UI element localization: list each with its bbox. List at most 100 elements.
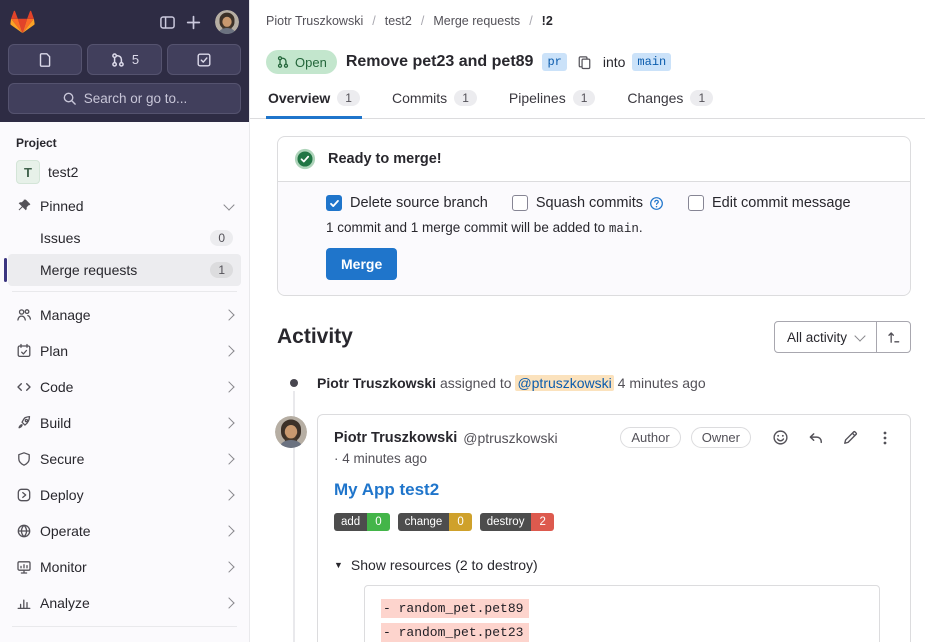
mr-tabs: Overview 1 Commits 1 Pipelines 1 Changes…	[250, 79, 925, 119]
gitlab-logo-icon[interactable]	[10, 10, 35, 34]
deleted-resource: - random_pet.pet23	[381, 623, 530, 642]
issues-count-badge: 0	[210, 230, 233, 246]
sidebar-item-project[interactable]: T test2	[8, 156, 241, 188]
show-resources-toggle[interactable]: ▼ Show resources (2 to destroy)	[334, 557, 538, 573]
code-icon	[16, 379, 32, 395]
sidebar: 5 Search or go to...	[0, 0, 250, 642]
sidebar-header: 5 Search or go to...	[0, 0, 249, 122]
sort-icon	[886, 330, 901, 345]
sidebar-item-code[interactable]: Code	[8, 369, 241, 405]
main-content: Piotr Truszkowski / test2 / Merge reques…	[250, 0, 925, 642]
merge-requests-count-badge: 1	[210, 262, 233, 278]
add-stat-badge: add 0	[334, 513, 390, 531]
note-timestamp[interactable]: 4 minutes ago	[617, 375, 706, 391]
analyze-chart-icon	[16, 595, 32, 611]
secure-shield-icon	[16, 451, 32, 467]
sidebar-toggle-icon[interactable]	[154, 9, 180, 35]
merge-status-title: Ready to merge!	[328, 151, 442, 167]
mr-status-badge: Open	[266, 50, 337, 74]
sidebar-item-secure[interactable]: Secure	[8, 441, 241, 477]
more-options-icon[interactable]	[876, 429, 894, 447]
sidebar-item-monitor[interactable]: Monitor	[8, 549, 241, 585]
search-input[interactable]: Search or go to...	[8, 83, 241, 114]
edit-commit-message-checkbox[interactable]: Edit commit message	[688, 195, 851, 211]
plan-icon	[16, 343, 32, 359]
create-new-icon[interactable]	[180, 9, 206, 35]
comment-author-name[interactable]: Piotr Truszkowski	[334, 429, 458, 446]
breadcrumb: Piotr Truszkowski / test2 / Merge reques…	[266, 13, 553, 28]
comment-title-link[interactable]: My App test2	[334, 480, 440, 499]
sidebar-section-label: Project	[16, 136, 57, 150]
chevron-right-icon	[223, 309, 235, 321]
todos-shortcut-button[interactable]	[166, 44, 241, 75]
copy-branch-icon[interactable]	[576, 53, 594, 71]
owner-badge: Owner	[690, 427, 751, 448]
emoji-reaction-icon[interactable]	[771, 429, 789, 447]
tab-changes[interactable]: Changes 1	[625, 79, 715, 119]
breadcrumb-project[interactable]: test2	[384, 13, 412, 28]
chevron-right-icon	[223, 345, 235, 357]
sidebar-divider	[12, 626, 237, 627]
sidebar-item-operate[interactable]: Operate	[8, 513, 241, 549]
tab-commits[interactable]: Commits 1	[390, 79, 479, 119]
checkbox-unchecked-icon	[511, 195, 528, 211]
tab-overview[interactable]: Overview 1	[266, 79, 362, 119]
user-mention[interactable]: @ptruszkowski	[515, 375, 614, 391]
activity-header: Activity All activity	[277, 321, 911, 353]
sidebar-item-issues[interactable]: Issues 0	[8, 222, 241, 254]
sort-direction-button[interactable]	[876, 322, 910, 352]
target-branch-badge[interactable]: main	[632, 53, 672, 71]
help-icon[interactable]	[649, 196, 664, 211]
system-note: Piotr Truszkowski assigned to @ptruszkow…	[277, 373, 911, 393]
sidebar-item-manage[interactable]: Manage	[8, 297, 241, 333]
squash-commits-checkbox[interactable]: Squash commits	[511, 195, 664, 211]
breadcrumb-user[interactable]: Piotr Truszkowski	[266, 13, 364, 28]
merge-request-icon	[276, 55, 290, 69]
resources-code-block: - random_pet.pet89 - random_pet.pet23	[364, 585, 880, 642]
breadcrumb-mr-number: !2	[541, 13, 553, 28]
deploy-icon	[16, 487, 32, 503]
user-avatar[interactable]	[215, 10, 239, 34]
todo-check-icon	[196, 52, 212, 68]
activity-title: Activity	[277, 325, 353, 348]
ready-check-icon	[294, 148, 316, 170]
merge-button[interactable]: Merge	[326, 248, 398, 280]
sidebar-item-merge-requests[interactable]: Merge requests 1	[4, 254, 241, 286]
issues-shortcut-button[interactable]	[8, 44, 83, 75]
sidebar-item-deploy[interactable]: Deploy	[8, 477, 241, 513]
chevron-right-icon	[223, 597, 235, 609]
source-branch-badge[interactable]: pr	[542, 53, 567, 71]
disclosure-triangle-icon: ▼	[334, 560, 343, 570]
comment-author-avatar[interactable]	[275, 416, 307, 448]
operate-globe-icon	[16, 523, 32, 539]
search-icon	[62, 91, 77, 106]
plan-stats: add 0 change 0 destroy 2	[334, 513, 894, 531]
destroy-stat-badge: destroy 2	[479, 513, 554, 531]
comment-thread: Piotr Truszkowski @ptruszkowski Author O…	[275, 414, 911, 642]
sidebar-nav: Project T test2 Pinned Issues 0	[0, 122, 249, 642]
chevron-down-icon	[223, 198, 235, 211]
monitor-icon	[16, 559, 32, 575]
mr-header: Open Remove pet23 and pet89 pr into main	[250, 41, 925, 74]
comment-author-username[interactable]: @ptruszkowski	[463, 429, 558, 446]
delete-source-branch-checkbox[interactable]: Delete source branch	[326, 195, 488, 211]
comment-card: Piotr Truszkowski @ptruszkowski Author O…	[317, 414, 911, 642]
tab-pipelines[interactable]: Pipelines 1	[507, 79, 598, 119]
issues-icon	[37, 52, 53, 68]
checkbox-unchecked-icon	[688, 195, 705, 211]
sidebar-item-pinned[interactable]: Pinned	[8, 190, 241, 222]
sidebar-item-analyze[interactable]: Analyze	[8, 585, 241, 621]
sidebar-item-build[interactable]: Build	[8, 405, 241, 441]
reply-icon[interactable]	[806, 429, 824, 447]
breadcrumb-merge-requests[interactable]: Merge requests	[433, 13, 521, 28]
merge-requests-shortcut-button[interactable]: 5	[87, 44, 162, 75]
edit-pencil-icon[interactable]	[841, 429, 859, 447]
pin-icon	[16, 198, 32, 214]
mr-title: Remove pet23 and pet89	[345, 53, 534, 70]
activity-filter-dropdown[interactable]: All activity	[775, 322, 876, 352]
chevron-right-icon	[223, 381, 235, 393]
comment-timestamp[interactable]: · 4 minutes ago	[334, 451, 428, 466]
manage-icon	[16, 307, 32, 323]
chevron-right-icon	[223, 453, 235, 465]
sidebar-item-plan[interactable]: Plan	[8, 333, 241, 369]
